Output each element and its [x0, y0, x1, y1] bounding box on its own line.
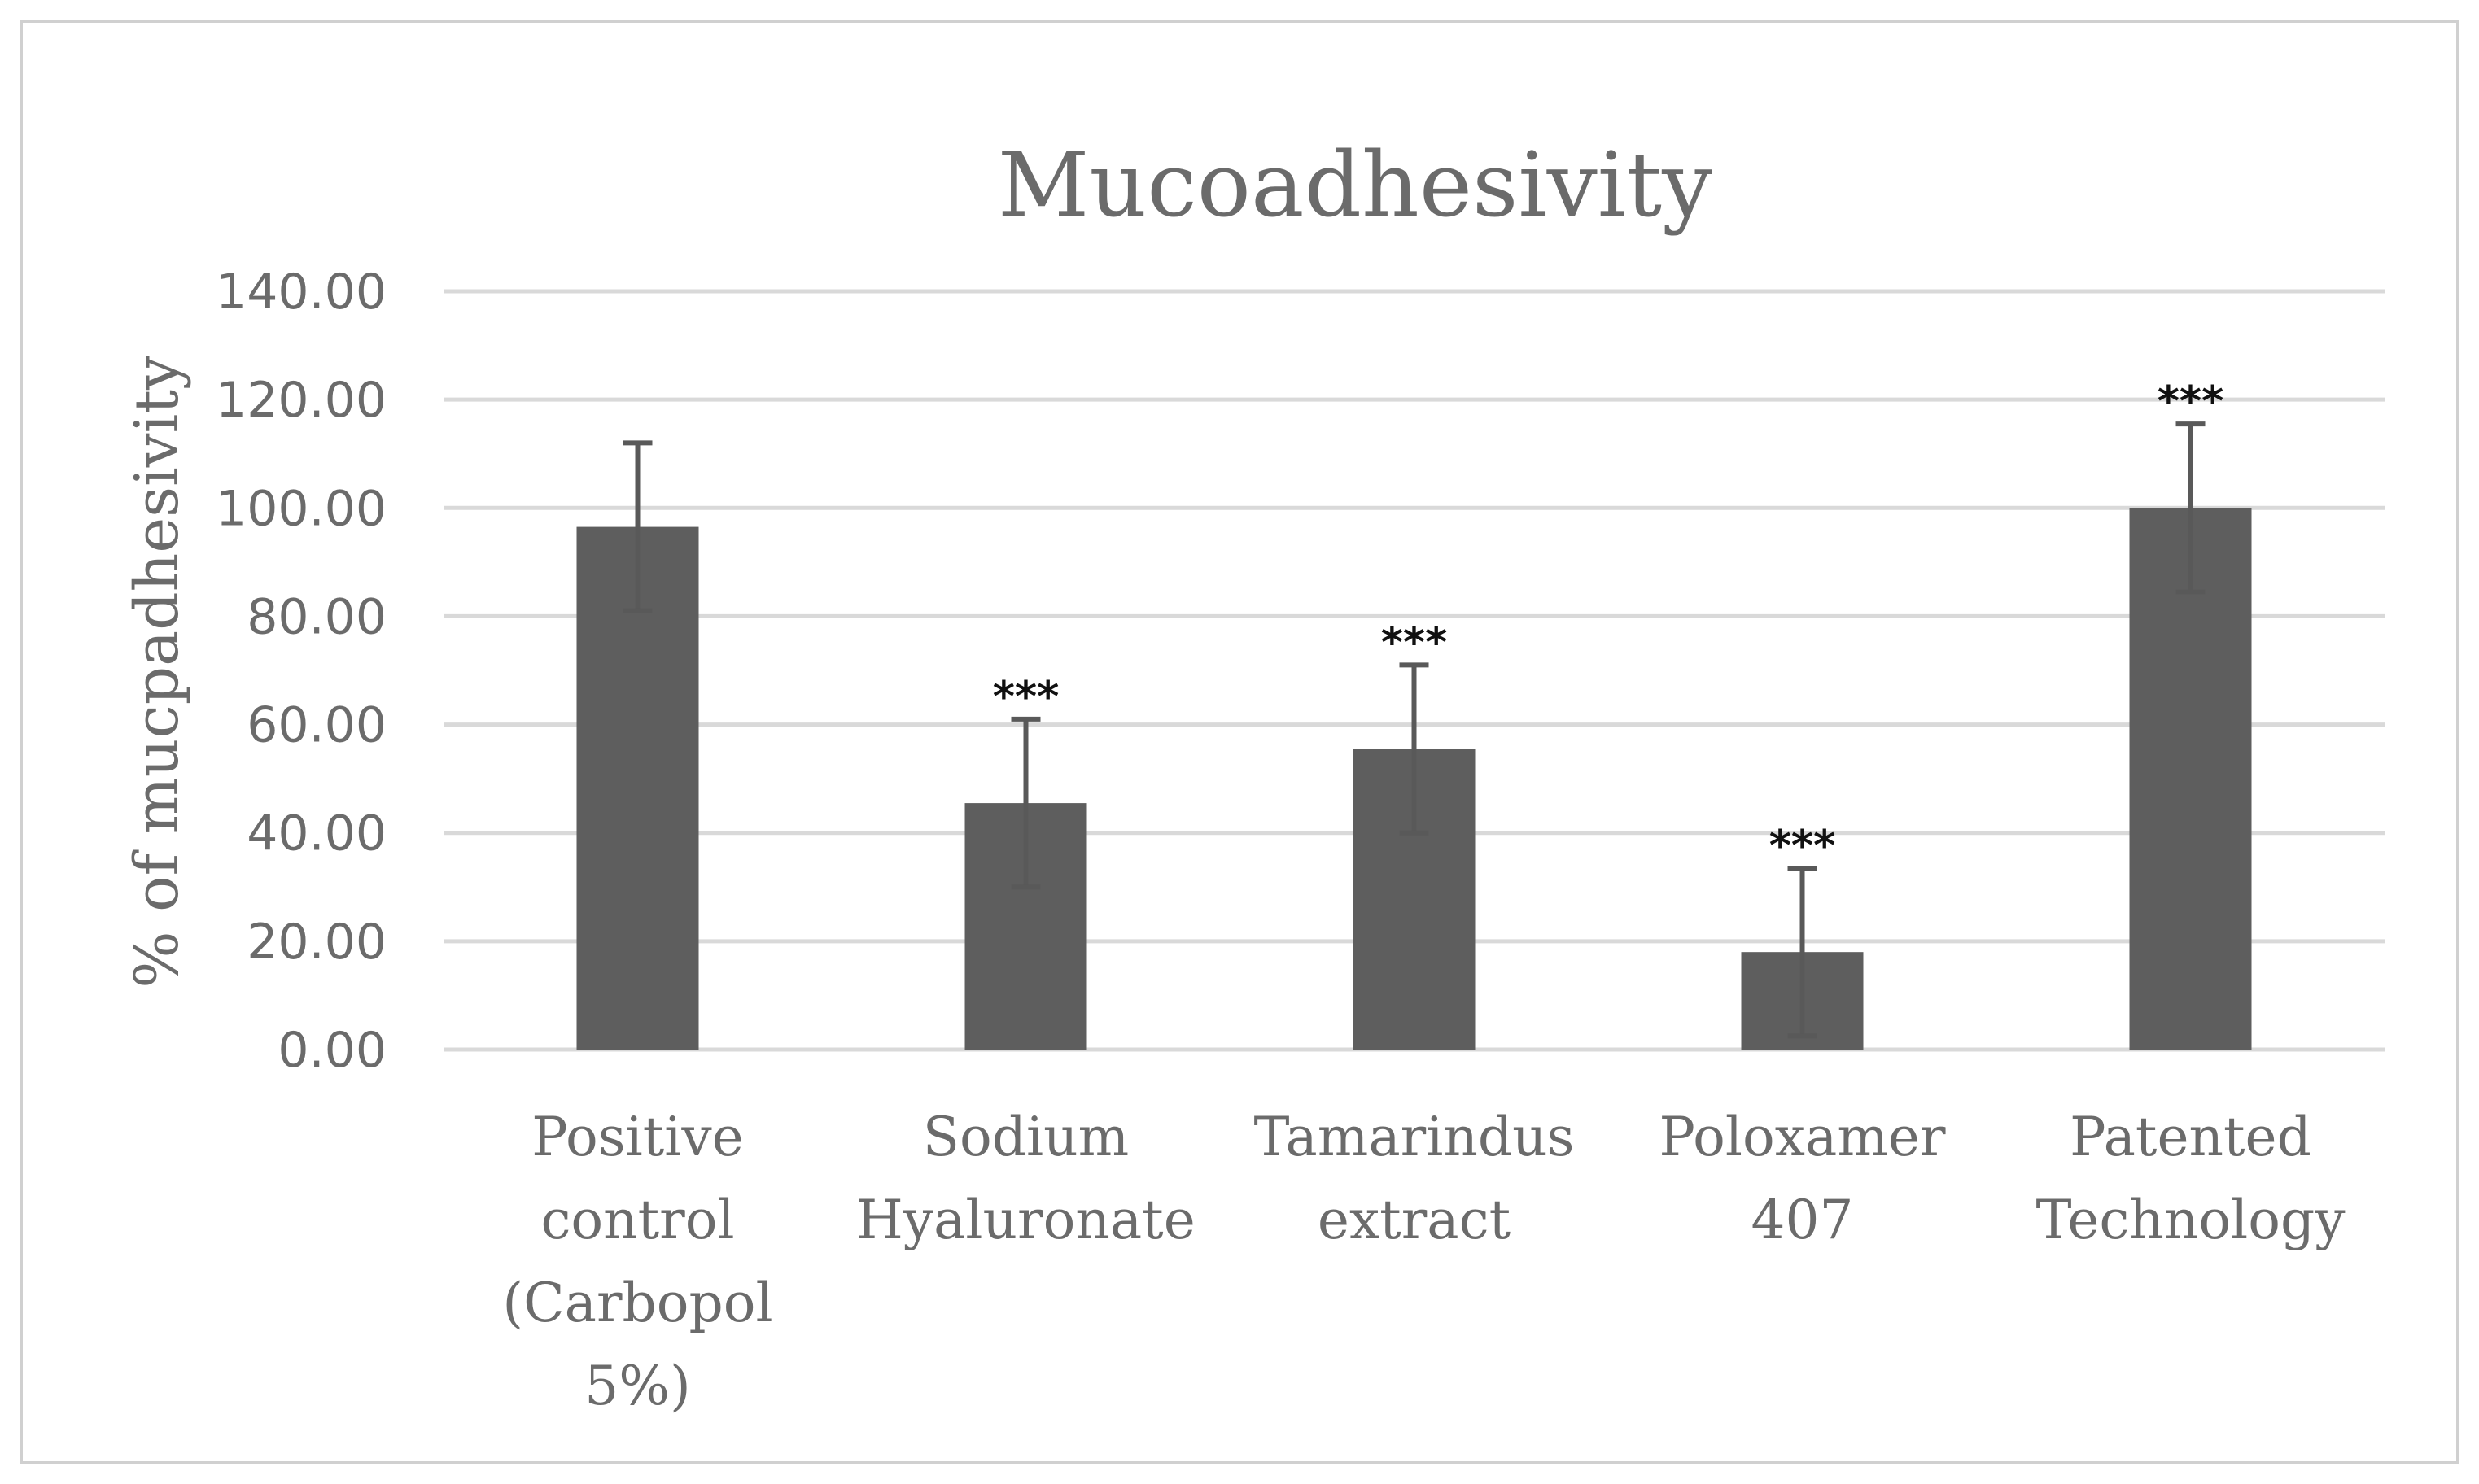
- x-tick-label-line: 407: [1751, 1189, 1854, 1251]
- x-tick-label: Tamarindus extract: [1254, 1106, 1575, 1251]
- significance-marker: ***: [993, 673, 1060, 722]
- x-tick-label: Patented Technology: [2035, 1106, 2346, 1251]
- error-bars: [623, 421, 2206, 1039]
- x-axis-labels: Positive control (Carbopol 5%) Sodium Hyaluro…: [502, 1106, 2346, 1417]
- x-tick-label-line: Sodium: [923, 1106, 1129, 1168]
- x-tick-label-line: Technology: [2035, 1189, 2346, 1251]
- x-tick-label: Sodium Hyaluronate: [856, 1106, 1196, 1251]
- y-tick-label: 60.00: [247, 697, 387, 754]
- x-tick-label-line: 5%): [584, 1355, 690, 1417]
- x-tick-label-line: control: [540, 1189, 734, 1251]
- significance-marker: ***: [2158, 378, 2224, 426]
- bar: [2129, 508, 2252, 1050]
- y-tick-label: 100.00: [216, 480, 387, 537]
- x-tick-label-line: Hyaluronate: [856, 1189, 1196, 1251]
- y-tick-label: 40.00: [247, 805, 387, 862]
- x-tick-label-line: (Carbopol: [502, 1272, 772, 1334]
- x-tick-label-line: extract: [1318, 1189, 1511, 1251]
- significance-marker: ***: [1769, 822, 1836, 871]
- chart-frame: [20, 20, 2459, 1464]
- y-tick-label: 120.00: [216, 372, 387, 429]
- gridlines: [444, 289, 2385, 1052]
- x-tick-label-line: Patented: [2070, 1106, 2311, 1168]
- chart-title: Mucoadhesivity: [998, 133, 1713, 237]
- y-tick-label: 0.00: [278, 1022, 387, 1079]
- x-tick-label: Positive control (Carbopol 5%): [502, 1106, 772, 1417]
- x-tick-label-line: Poloxamer: [1659, 1106, 1946, 1168]
- y-axis-ticks: 0.00 20.00 40.00 60.00 80.00 100.00 120.00 140.…: [216, 264, 387, 1079]
- x-tick-label-line: Tamarindus: [1254, 1106, 1575, 1168]
- y-axis-label: % of mucpadhesivity: [122, 356, 192, 989]
- significance-markers: *** *** *** ***: [993, 378, 2224, 871]
- significance-marker: ***: [1381, 618, 1448, 667]
- y-tick-label: 20.00: [247, 914, 387, 971]
- y-tick-label: 80.00: [247, 588, 387, 645]
- x-tick-label-line: Positive: [531, 1106, 743, 1168]
- y-tick-label: 140.00: [216, 264, 387, 321]
- x-tick-label: Poloxamer 407: [1659, 1106, 1946, 1251]
- bar: [576, 526, 699, 1050]
